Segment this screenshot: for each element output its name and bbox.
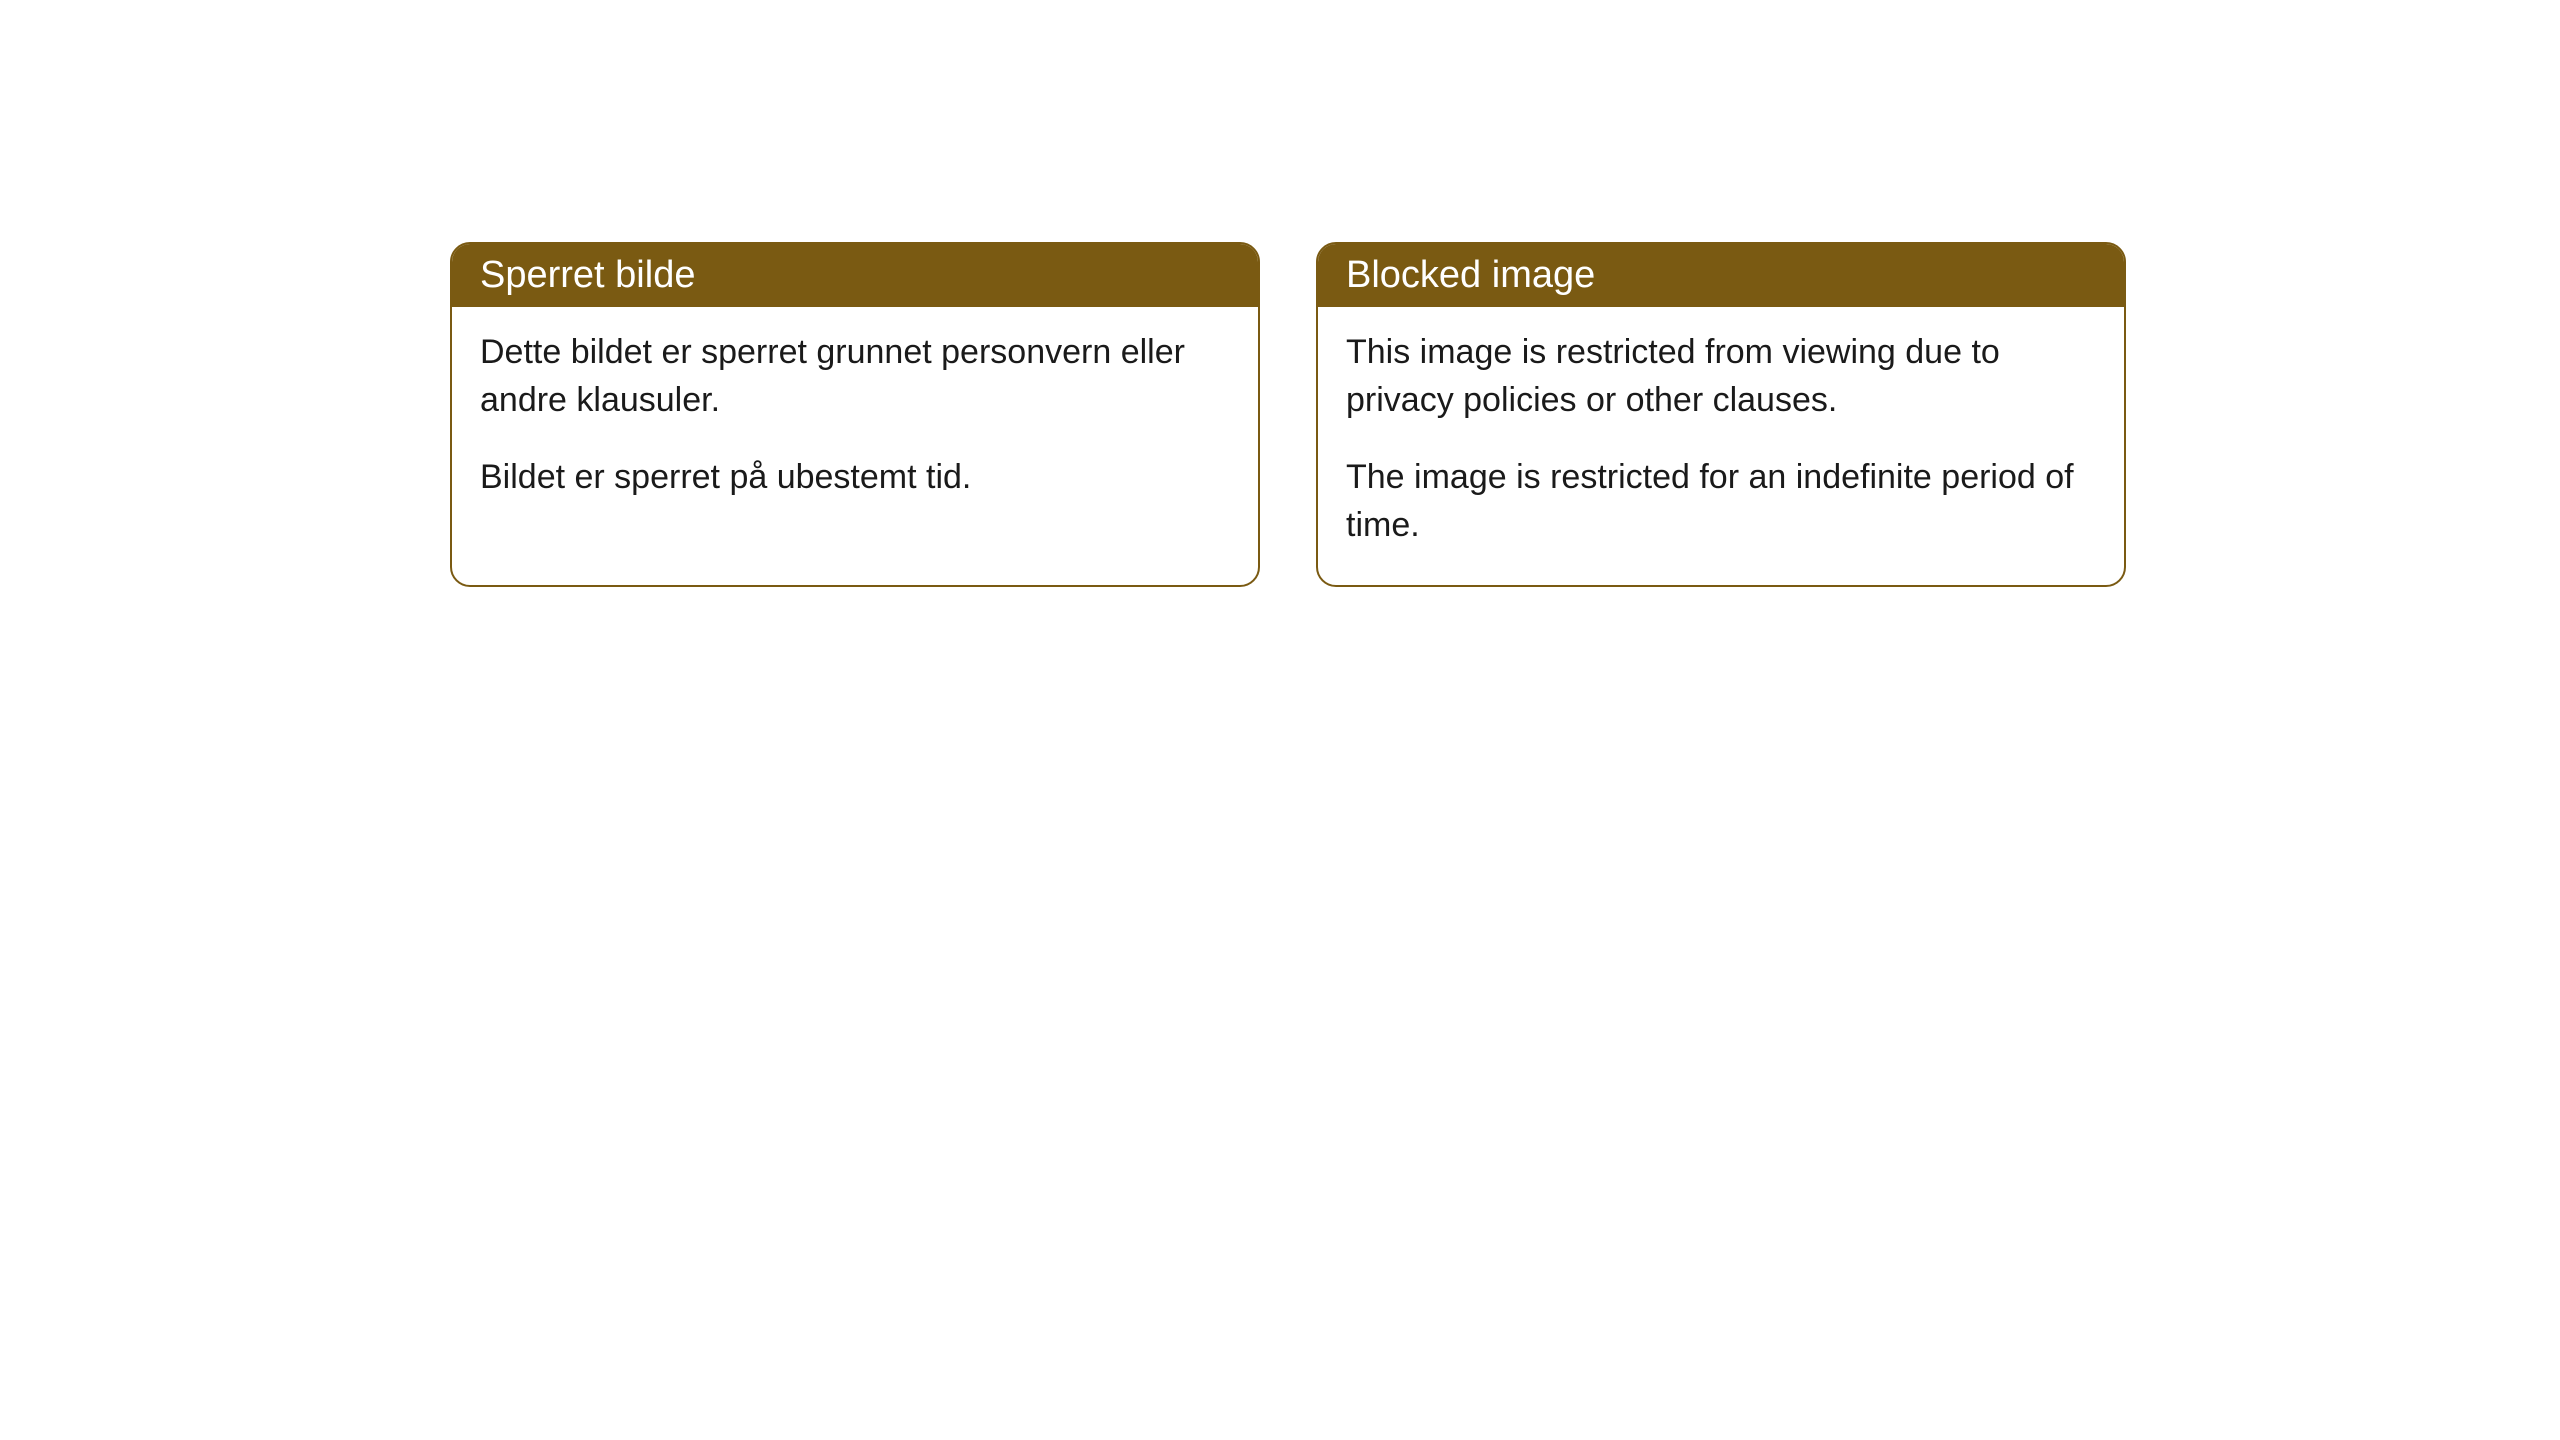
card-paragraph-1: This image is restricted from viewing du… <box>1346 329 2096 424</box>
card-body: This image is restricted from viewing du… <box>1318 307 2124 585</box>
card-body: Dette bildet er sperret grunnet personve… <box>452 307 1258 538</box>
card-header: Sperret bilde <box>452 244 1258 307</box>
blocked-image-card-norwegian: Sperret bilde Dette bildet er sperret gr… <box>450 242 1260 587</box>
card-paragraph-1: Dette bildet er sperret grunnet personve… <box>480 329 1230 424</box>
cards-container: Sperret bilde Dette bildet er sperret gr… <box>0 0 2560 587</box>
card-header: Blocked image <box>1318 244 2124 307</box>
card-paragraph-2: The image is restricted for an indefinit… <box>1346 454 2096 549</box>
card-paragraph-2: Bildet er sperret på ubestemt tid. <box>480 454 1230 502</box>
blocked-image-card-english: Blocked image This image is restricted f… <box>1316 242 2126 587</box>
